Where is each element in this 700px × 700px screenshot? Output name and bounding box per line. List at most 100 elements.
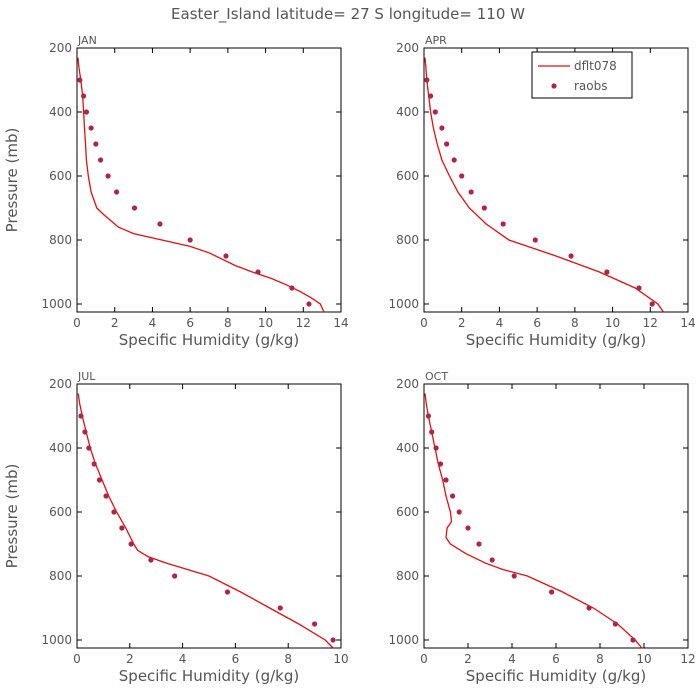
- panel-title: OCT: [425, 370, 448, 383]
- x-tick-label: 2: [111, 316, 119, 330]
- data-point-raobs: [500, 221, 506, 227]
- data-point-raobs: [433, 445, 439, 451]
- y-tick-label: 200: [49, 377, 72, 391]
- data-point-raobs: [83, 109, 90, 115]
- x-tick-label: 12: [296, 316, 311, 330]
- plot-frame: [423, 47, 689, 313]
- data-point-raobs: [465, 525, 471, 531]
- data-point-raobs: [450, 493, 456, 499]
- legend-box: [531, 51, 633, 99]
- plot-frame: [76, 47, 342, 313]
- y-tick-label: 400: [49, 105, 72, 119]
- y-tick-label: 800: [396, 569, 419, 583]
- y-tick-label: 400: [396, 441, 419, 455]
- x-tick-label: 10: [258, 316, 273, 330]
- y-tick-label: 600: [49, 169, 72, 183]
- legend-label-obs: raobs: [574, 79, 608, 93]
- data-point-raobs: [255, 269, 261, 275]
- data-point-raobs: [81, 93, 87, 99]
- x-tick-label: 6: [232, 652, 240, 666]
- y-tick-label: 200: [396, 41, 419, 55]
- panel-apr: APR 0 2 4 6 8 10 12 14 200 400 600 800 1000 Specific H…: [388, 34, 695, 349]
- x-tick-label: 0: [420, 652, 428, 666]
- data-point-raobs: [187, 237, 193, 243]
- data-point-raobs: [586, 605, 592, 611]
- y-tick-label: 800: [49, 569, 72, 583]
- y-tick-label: 1000: [388, 297, 419, 311]
- x-tick-label: 0: [420, 316, 428, 330]
- data-point-raobs: [97, 157, 104, 163]
- legend: dflt078 raobs: [531, 51, 633, 99]
- x-axis-label: Specific Humidity (g/kg): [466, 331, 646, 349]
- data-point-raobs: [604, 269, 610, 275]
- y-tick-label: 600: [396, 169, 419, 183]
- data-point-raobs: [86, 445, 92, 451]
- y-tick-label: 600: [396, 505, 419, 519]
- x-tick-label: 4: [179, 652, 187, 666]
- panel-title: JAN: [77, 34, 97, 47]
- y-tick-label: 1000: [41, 297, 72, 311]
- series-line-dflt078: [77, 393, 334, 649]
- x-tick-label: 10: [333, 652, 348, 666]
- data-point-raobs: [289, 285, 295, 291]
- data-point-raobs: [432, 109, 438, 115]
- data-point-raobs: [425, 413, 431, 419]
- data-point-raobs: [306, 301, 312, 307]
- data-point-raobs: [312, 621, 318, 627]
- x-tick-label: 6: [552, 652, 560, 666]
- y-tick-label: 400: [49, 441, 72, 455]
- x-tick-label: 4: [496, 316, 504, 330]
- data-point-raobs: [96, 477, 103, 483]
- y-tick-label: 200: [396, 377, 419, 391]
- data-point-raobs: [93, 141, 99, 147]
- data-point-raobs: [77, 77, 83, 83]
- x-tick-label: 2: [464, 652, 472, 666]
- panel-oct: OCT 0 2 4 6 8 10 12 200 400 600 800 1000 Specific Hum…: [388, 370, 695, 685]
- data-point-raobs: [131, 205, 138, 211]
- data-point-raobs: [532, 237, 538, 243]
- x-tick-label: 6: [533, 316, 541, 330]
- data-point-raobs: [439, 125, 445, 131]
- panel-title: JUL: [77, 370, 96, 383]
- y-tick-label: 1000: [41, 633, 72, 647]
- data-point-raobs: [277, 605, 283, 611]
- x-tick-label: 10: [605, 316, 620, 330]
- data-point-raobs: [468, 189, 474, 195]
- x-tick-label: 4: [149, 316, 157, 330]
- data-point-raobs: [456, 509, 462, 515]
- series-line-dflt078: [424, 57, 665, 313]
- x-tick-label: 10: [636, 652, 651, 666]
- data-point-raobs: [103, 493, 109, 499]
- y-axis-label: Pressure (mb): [3, 128, 21, 233]
- data-point-raobs: [424, 77, 430, 83]
- figure-title: Easter_Island latitude= 27 S longitude= …: [171, 5, 525, 24]
- data-point-raobs: [636, 285, 642, 291]
- y-axis-label: Pressure (mb): [3, 464, 21, 569]
- x-axis-label: Specific Humidity (g/kg): [119, 667, 299, 685]
- x-tick-label: 0: [73, 316, 81, 330]
- data-point-raobs: [128, 541, 134, 547]
- data-point-raobs: [630, 637, 636, 643]
- series-line-dflt078: [77, 57, 325, 313]
- plot-frame: [423, 383, 689, 649]
- x-tick-label: 8: [224, 316, 232, 330]
- x-tick-label: 8: [284, 652, 292, 666]
- x-tick-label: 0: [73, 652, 81, 666]
- data-point-raobs: [429, 429, 435, 435]
- y-tick-label: 200: [49, 41, 72, 55]
- panel-jul: JUL 0 2 4 6 8 10 200 400 600 800 1000 Specific Humid…: [3, 370, 349, 685]
- series-line-dflt078: [424, 393, 643, 649]
- data-point-raobs: [437, 461, 444, 467]
- y-tick-label: 600: [49, 505, 72, 519]
- x-tick-label: 14: [333, 316, 348, 330]
- data-point-raobs: [459, 173, 465, 179]
- data-point-raobs: [172, 573, 178, 579]
- y-tick-label: 800: [396, 233, 419, 247]
- data-point-raobs: [476, 541, 482, 547]
- data-point-raobs: [114, 189, 120, 195]
- data-point-raobs: [119, 525, 125, 531]
- panel-jan: JAN 0 2 4 6 8 10 12 14 200 400 600 800 1000 Specific H…: [3, 34, 349, 349]
- y-tick-label: 400: [396, 105, 419, 119]
